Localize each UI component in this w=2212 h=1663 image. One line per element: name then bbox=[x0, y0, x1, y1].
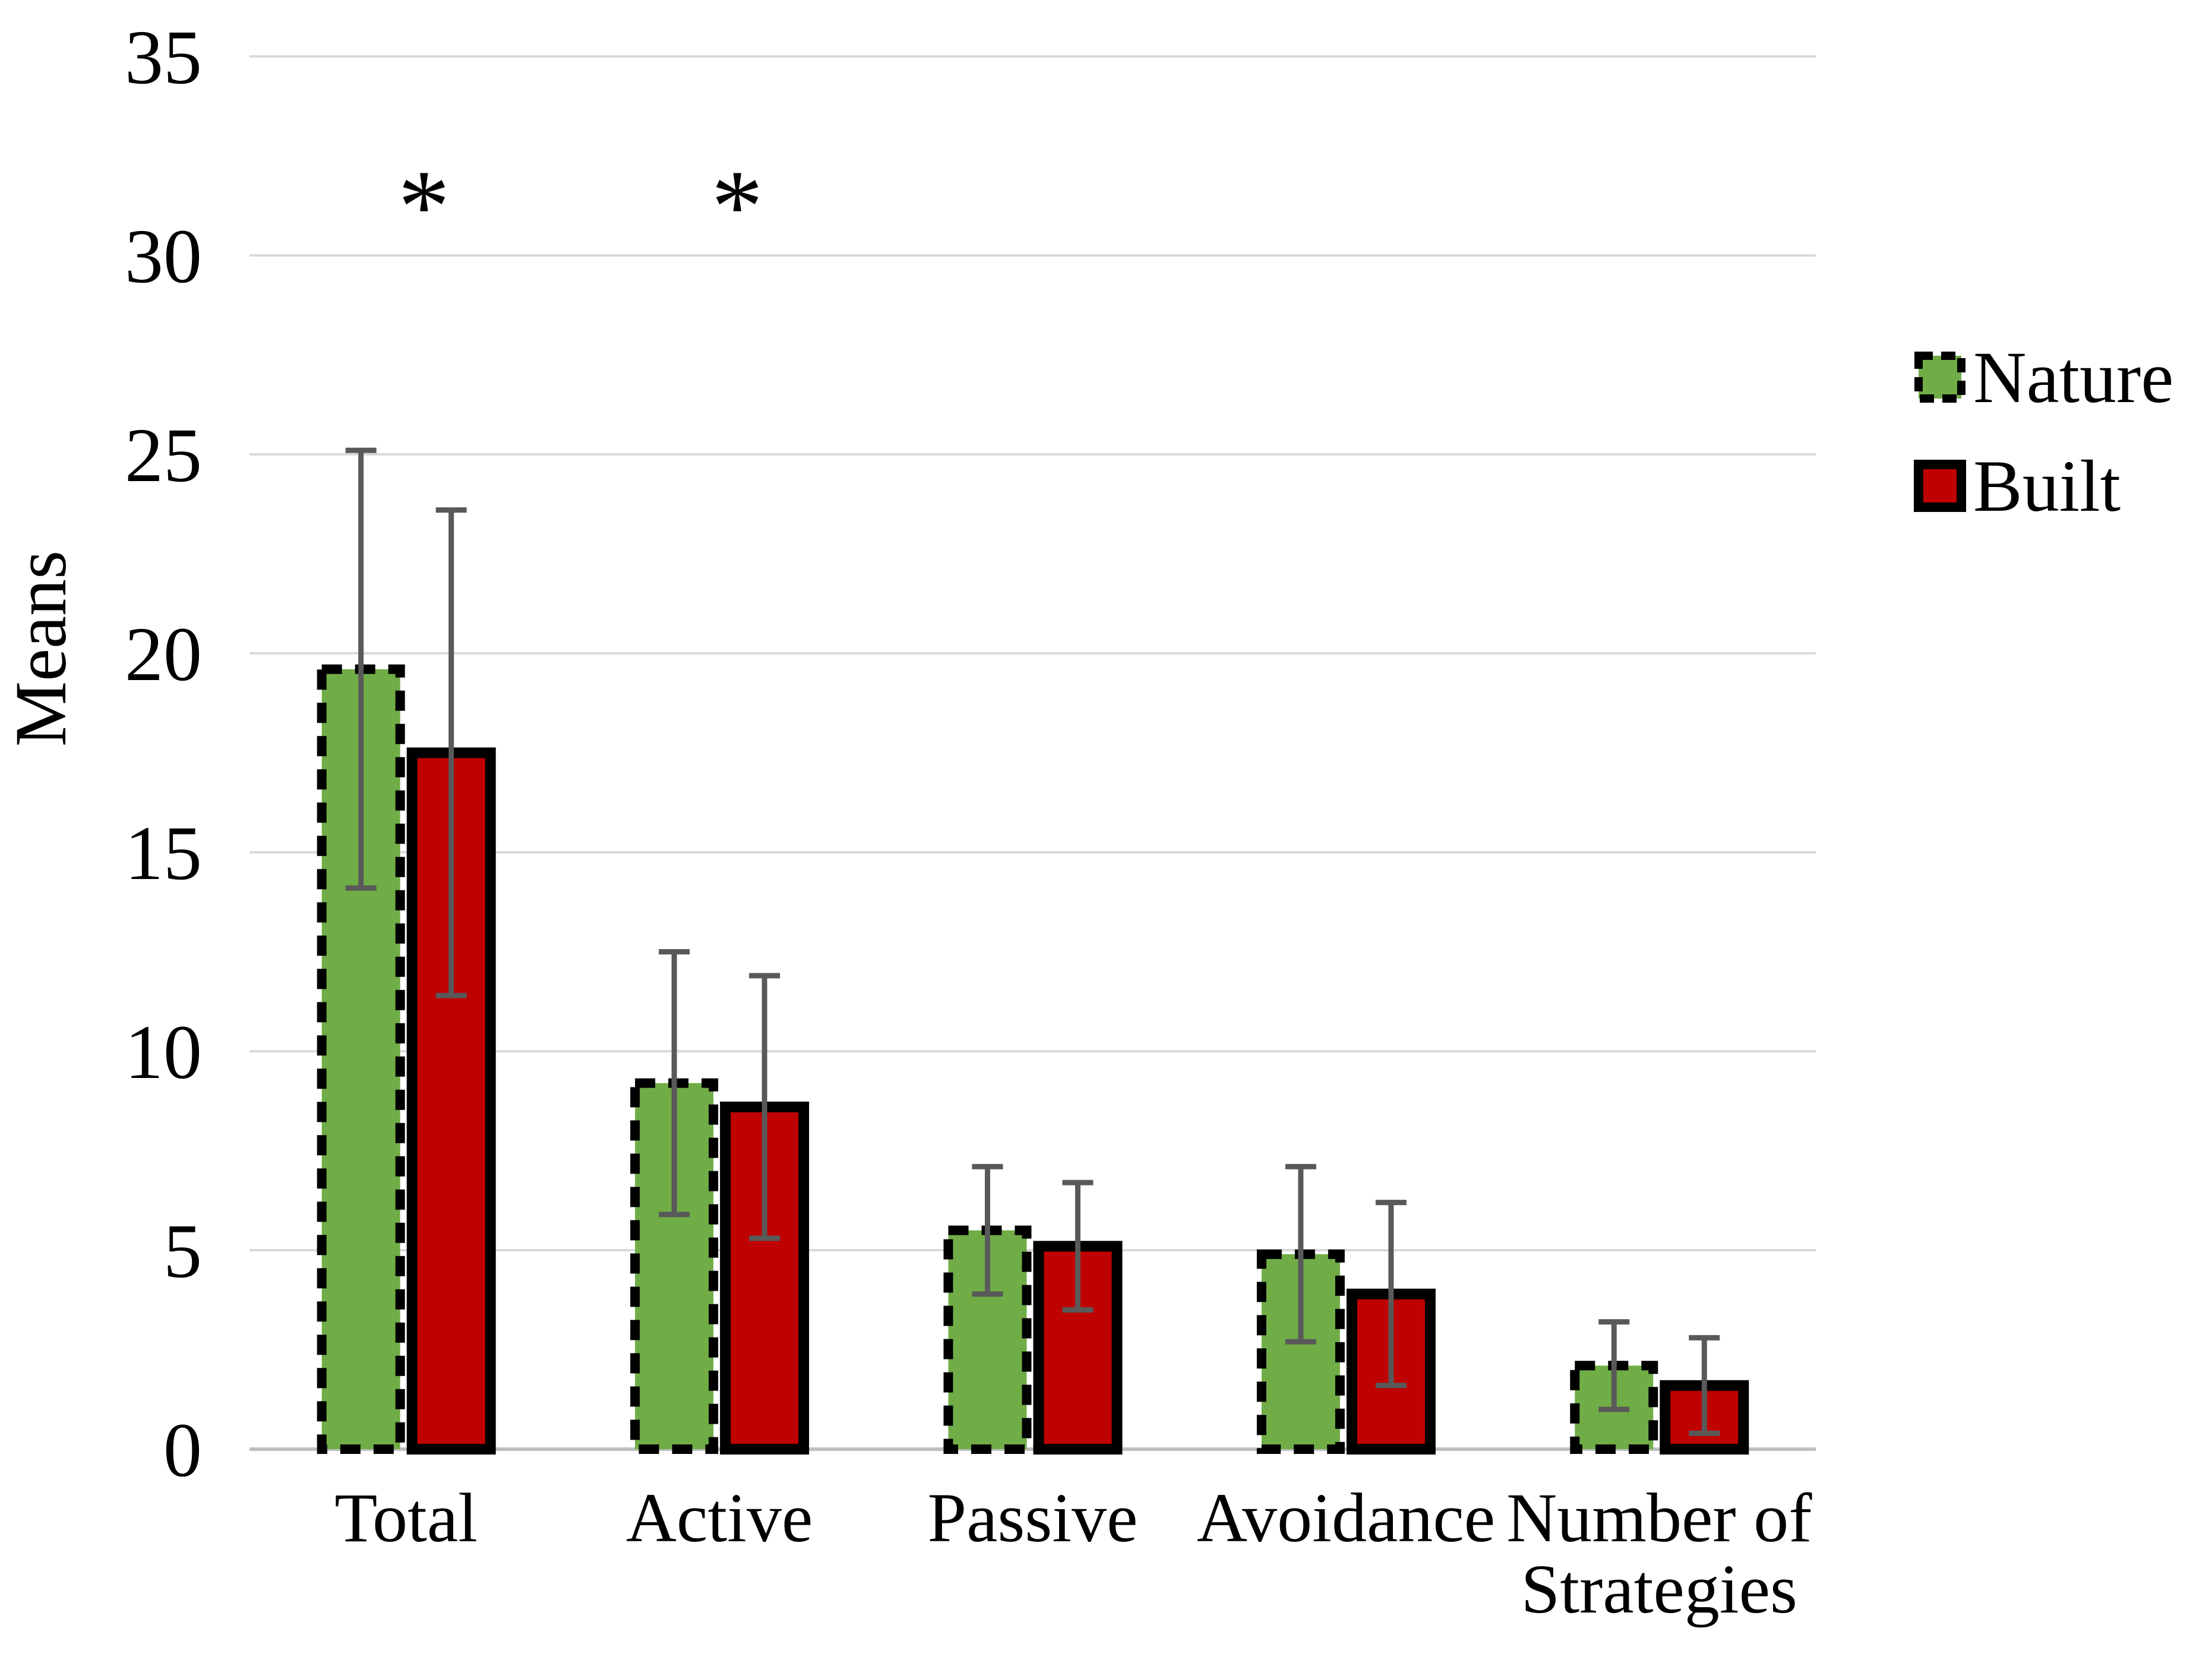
error-bar-built-avoidance bbox=[1375, 1200, 1407, 1389]
significance-asterisk-total: * bbox=[398, 148, 450, 264]
error-bar-nature-avoidance bbox=[1285, 1164, 1316, 1345]
legend-item-nature: Nature bbox=[1914, 337, 2173, 418]
y-tick-5: 5 bbox=[163, 1209, 202, 1294]
error-bar-nature-total bbox=[345, 447, 377, 891]
error-bar-nature-active bbox=[659, 949, 690, 1218]
legend-label-built: Built bbox=[1973, 445, 2121, 527]
legend: Nature Built bbox=[1914, 337, 2173, 527]
x-label-active: Active bbox=[626, 1479, 813, 1557]
y-tick-25: 25 bbox=[125, 413, 202, 498]
y-tick-30: 30 bbox=[125, 214, 202, 299]
legend-swatch-nature bbox=[1914, 352, 1965, 403]
y-tick-20: 20 bbox=[125, 612, 202, 697]
error-bar-nature-number-of-strategies bbox=[1598, 1319, 1630, 1412]
y-tick-10: 10 bbox=[125, 1010, 202, 1095]
significance-asterisk-active: * bbox=[711, 148, 763, 264]
error-bar-built-total bbox=[435, 507, 467, 998]
legend-label-nature: Nature bbox=[1973, 337, 2173, 418]
y-tick-35: 35 bbox=[125, 15, 202, 100]
error-bar-nature-passive bbox=[972, 1164, 1003, 1297]
error-bar-built-active bbox=[749, 973, 780, 1241]
x-label-number-of-strategies-line2: Strategies bbox=[1521, 1550, 1797, 1628]
x-label-avoidance: Avoidance bbox=[1197, 1479, 1495, 1557]
error-bar-built-passive bbox=[1062, 1180, 1094, 1313]
x-label-number-of-strategies-line1: Number of bbox=[1506, 1479, 1812, 1557]
x-label-passive: Passive bbox=[928, 1479, 1138, 1557]
error-bar-built-number-of-strategies bbox=[1689, 1335, 1720, 1436]
x-label-total: Total bbox=[334, 1479, 478, 1557]
bar-nature-passive bbox=[943, 1225, 1032, 1454]
legend-swatch-built bbox=[1914, 460, 1966, 512]
y-tick-15: 15 bbox=[125, 811, 202, 896]
y-axis-title: Means bbox=[0, 551, 81, 747]
y-tick-0: 0 bbox=[163, 1408, 202, 1493]
legend-item-built: Built bbox=[1914, 445, 2121, 527]
